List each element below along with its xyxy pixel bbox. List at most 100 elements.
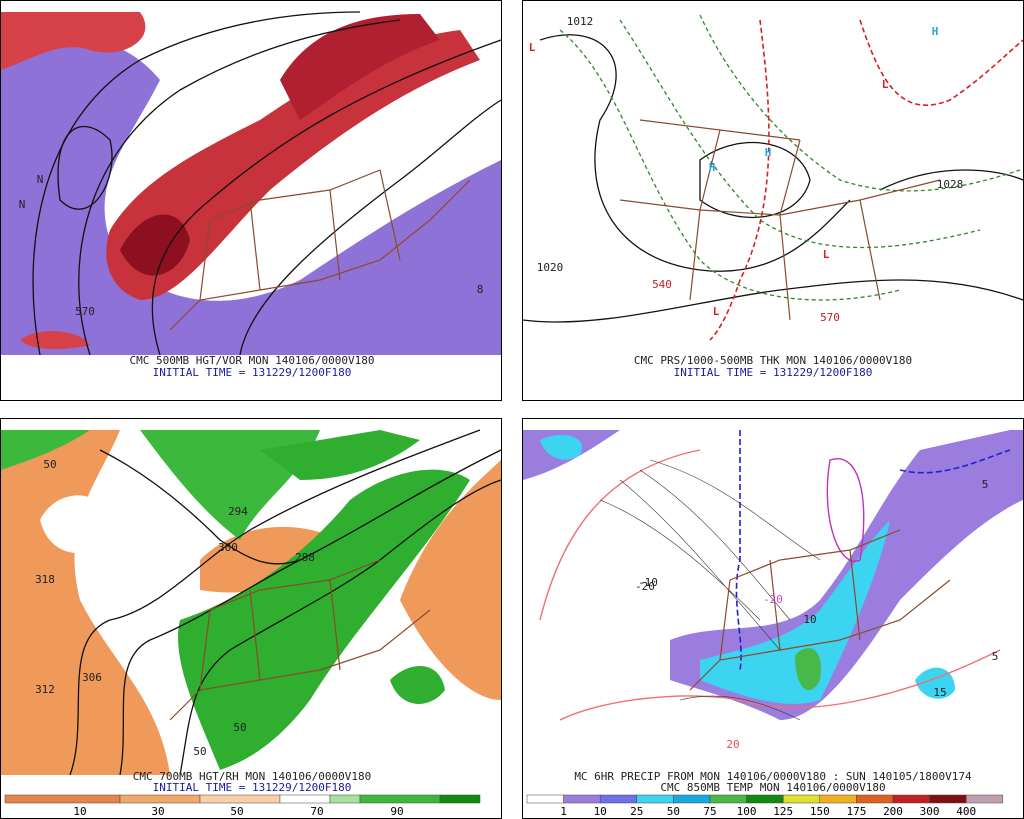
- temperature-line: [539, 449, 1001, 721]
- map-label: H: [932, 25, 939, 38]
- precip-area: [540, 435, 582, 460]
- contour: [522, 279, 1024, 323]
- contour: [119, 449, 502, 776]
- map-label: 312: [35, 683, 55, 696]
- panel-title: MC 6HR PRECIP FROM MON 140106/0000V180 :…: [574, 770, 972, 783]
- map-label: 8: [477, 283, 484, 296]
- map-label: L: [529, 41, 536, 54]
- scale-label: 70: [310, 805, 323, 818]
- scale-swatch: [279, 794, 331, 804]
- temperature-line: [599, 459, 821, 721]
- scale-swatch: [563, 794, 601, 804]
- scale-swatch: [636, 794, 674, 804]
- contour: [57, 125, 113, 210]
- panel-precip: MC 6HR PRECIP FROM MON 140106/0000V180 :…: [522, 418, 1024, 819]
- scale-swatch: [782, 794, 821, 804]
- panel-subtitle: INITIAL TIME = 131229/1200F180: [153, 781, 352, 794]
- scale-swatch: [359, 794, 441, 804]
- scale-swatch: [673, 794, 711, 804]
- scale-swatch: [599, 794, 638, 804]
- state-lines: [619, 119, 941, 321]
- humidity-area: [390, 666, 445, 704]
- panel-title: CMC PRS/1000-500MB THK MON 140106/0000V1…: [634, 354, 912, 367]
- scale-label: 100: [737, 805, 757, 818]
- map-label: -10: [638, 576, 658, 589]
- panel-title: CMC 500MB HGT/VOR MON 140106/0000V180: [129, 354, 374, 367]
- scale-swatch: [819, 794, 857, 804]
- map-label: H: [709, 161, 716, 174]
- map-label: 1012: [567, 15, 594, 28]
- panel-500mb: CMC 500MB HGT/VOR MON 140106/0000V180 IN…: [0, 0, 502, 401]
- state-lines: [169, 169, 471, 331]
- map-label: 50: [233, 721, 246, 734]
- map-label: 20: [726, 738, 739, 751]
- temperature-line: [735, 430, 1011, 671]
- color-scale: 1 10 25 50 75 100 125 150 175 200 300 400: [526, 794, 1004, 818]
- map-label: 318: [35, 573, 55, 586]
- map-label: N: [37, 173, 44, 186]
- state-lines: [169, 559, 431, 721]
- contour: [99, 449, 301, 565]
- scale-label: 25: [630, 805, 643, 818]
- map-label: -20: [635, 580, 655, 593]
- map-label: 1028: [937, 178, 964, 191]
- panel-subtitle: INITIAL TIME = 131229/1200F180: [674, 366, 873, 379]
- map-label: L: [713, 305, 720, 318]
- map-label: 1020: [537, 261, 564, 274]
- state-lines: [689, 529, 951, 691]
- scale-swatch: [965, 794, 1004, 804]
- scale-label: 400: [956, 805, 976, 818]
- scale-label: 10: [73, 805, 86, 818]
- contour: [32, 11, 361, 356]
- scale-label: 1: [560, 805, 567, 818]
- map-label: 306: [82, 671, 102, 684]
- map-label: L: [882, 78, 889, 91]
- map-label: 15: [933, 686, 946, 699]
- scale-label: 50: [667, 805, 680, 818]
- map-label: L: [823, 248, 830, 261]
- map-label: 288: [295, 551, 315, 564]
- scale-swatch: [119, 794, 201, 804]
- scale-swatch: [709, 794, 747, 804]
- humidity-area: [178, 469, 470, 770]
- vorticity-area: [280, 14, 440, 120]
- contour: [151, 39, 502, 356]
- contour: [699, 141, 811, 219]
- scale-swatch: [199, 794, 281, 804]
- precip-area: [795, 648, 821, 691]
- map-label: 540: [652, 278, 672, 291]
- vorticity-area: [1, 12, 146, 70]
- contour: [179, 479, 502, 776]
- map-label: 50: [193, 745, 206, 758]
- humidity-area: [260, 430, 420, 480]
- scale-swatch: [892, 794, 930, 804]
- thickness-line: [709, 19, 1024, 341]
- panel-thickness: CMC PRS/1000-500MB THK MON 140106/0000V1…: [522, 0, 1024, 401]
- scale-label: 200: [883, 805, 903, 818]
- humidity-area: [400, 460, 501, 700]
- scale-swatch: [329, 794, 361, 804]
- scale-label: 50: [230, 805, 243, 818]
- scale-label: 300: [920, 805, 940, 818]
- temperature-line: [826, 458, 865, 562]
- scale-label: 150: [810, 805, 830, 818]
- map-label: 10: [803, 613, 816, 626]
- scale-label: 90: [390, 805, 403, 818]
- scale-label: 125: [773, 805, 793, 818]
- humidity-area: [200, 526, 340, 593]
- vorticity-area: [120, 214, 190, 276]
- scale-swatch: [746, 794, 784, 804]
- map-label: 5: [992, 650, 999, 663]
- panel-title: CMC 700MB HGT/RH MON 140106/0000V180: [133, 770, 371, 783]
- contour: [78, 19, 401, 356]
- map-label: 50: [43, 458, 56, 471]
- scale-swatch: [4, 794, 121, 804]
- humidity-area: [1, 430, 90, 470]
- map-labels: 570N8N101210201028570540LHLHLLH318312306…: [19, 15, 999, 758]
- panel-subtitle: CMC 850MB TEMP MON 140106/0000V180: [660, 781, 885, 794]
- humidity-area: [40, 495, 112, 554]
- contour: [539, 34, 851, 272]
- panel-subtitle: INITIAL TIME = 131229/1200F180: [153, 366, 352, 379]
- scale-label: 175: [846, 805, 866, 818]
- panel-700mb: CMC 700MB HGT/RH MON 140106/0000V180 INI…: [0, 418, 502, 819]
